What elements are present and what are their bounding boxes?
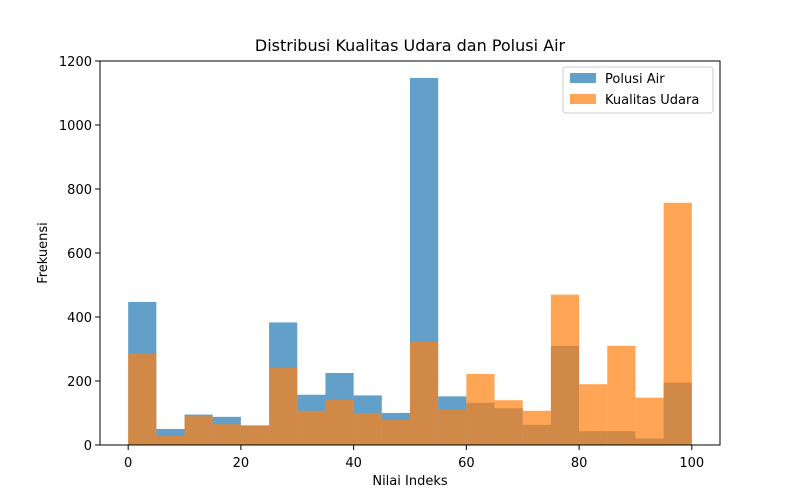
x-tick-label: 40: [345, 456, 362, 471]
bar-kualitas-udara-1: [156, 436, 185, 445]
legend-entry-polusi-air: Polusi Air: [605, 72, 665, 87]
bar-kualitas-udara-11: [438, 409, 467, 445]
x-axis-ticks: 0 20 40 60 80 100: [124, 445, 704, 471]
y-tick-label: 600: [67, 247, 92, 262]
bars-layer: [128, 77, 692, 446]
bar-kualitas-udara-8: [353, 413, 382, 445]
bar-kualitas-udara-4: [240, 425, 270, 445]
bar-kualitas-udara-13: [494, 400, 523, 445]
bar-kualitas-udara-16: [579, 384, 608, 445]
y-tick-label: 0: [84, 439, 92, 454]
bar-kualitas-udara-15: [550, 294, 580, 445]
x-axis-label: Nilai Indeks: [372, 474, 448, 489]
bar-kualitas-udara-3: [212, 424, 241, 445]
y-axis-label: Frekuensi: [36, 222, 51, 284]
x-tick-label: 20: [233, 456, 250, 471]
bar-kualitas-udara-10: [410, 341, 439, 445]
bar-kualitas-udara-0: [128, 353, 157, 445]
bar-kualitas-udara-7: [325, 399, 354, 445]
chart-title: Distribusi Kualitas Udara dan Polusi Air: [255, 36, 566, 55]
y-tick-label: 1000: [59, 119, 92, 134]
bar-kualitas-udara-6: [297, 410, 326, 445]
y-tick-label: 400: [67, 311, 92, 326]
y-tick-label: 1200: [59, 55, 92, 70]
legend-swatch-polusi-air: [570, 73, 596, 83]
bar-kualitas-udara-19: [663, 202, 692, 445]
x-tick-label: 60: [458, 456, 475, 471]
legend-entry-kualitas-udara: Kualitas Udara: [605, 93, 699, 108]
legend-swatch-kualitas-udara: [570, 94, 596, 104]
bar-kualitas-udara-17: [607, 345, 636, 445]
legend-box: [562, 66, 714, 114]
bar-kualitas-udara-12: [466, 373, 495, 445]
x-tick-label: 80: [571, 456, 588, 471]
bar-kualitas-udara-5: [269, 367, 298, 445]
y-axis-ticks: 0 200 400 600 800 1000 1200: [59, 55, 100, 454]
bar-kualitas-udara-18: [635, 397, 664, 445]
legend: Polusi Air Kualitas Udara: [562, 66, 714, 114]
y-tick-label: 800: [67, 183, 92, 198]
y-tick-label: 200: [67, 375, 92, 390]
x-tick-label: 0: [124, 456, 132, 471]
bar-kualitas-udara-2: [184, 416, 213, 445]
bar-kualitas-udara-9: [381, 420, 410, 445]
x-tick-label: 100: [679, 456, 704, 471]
bar-kualitas-udara-14: [522, 410, 551, 445]
